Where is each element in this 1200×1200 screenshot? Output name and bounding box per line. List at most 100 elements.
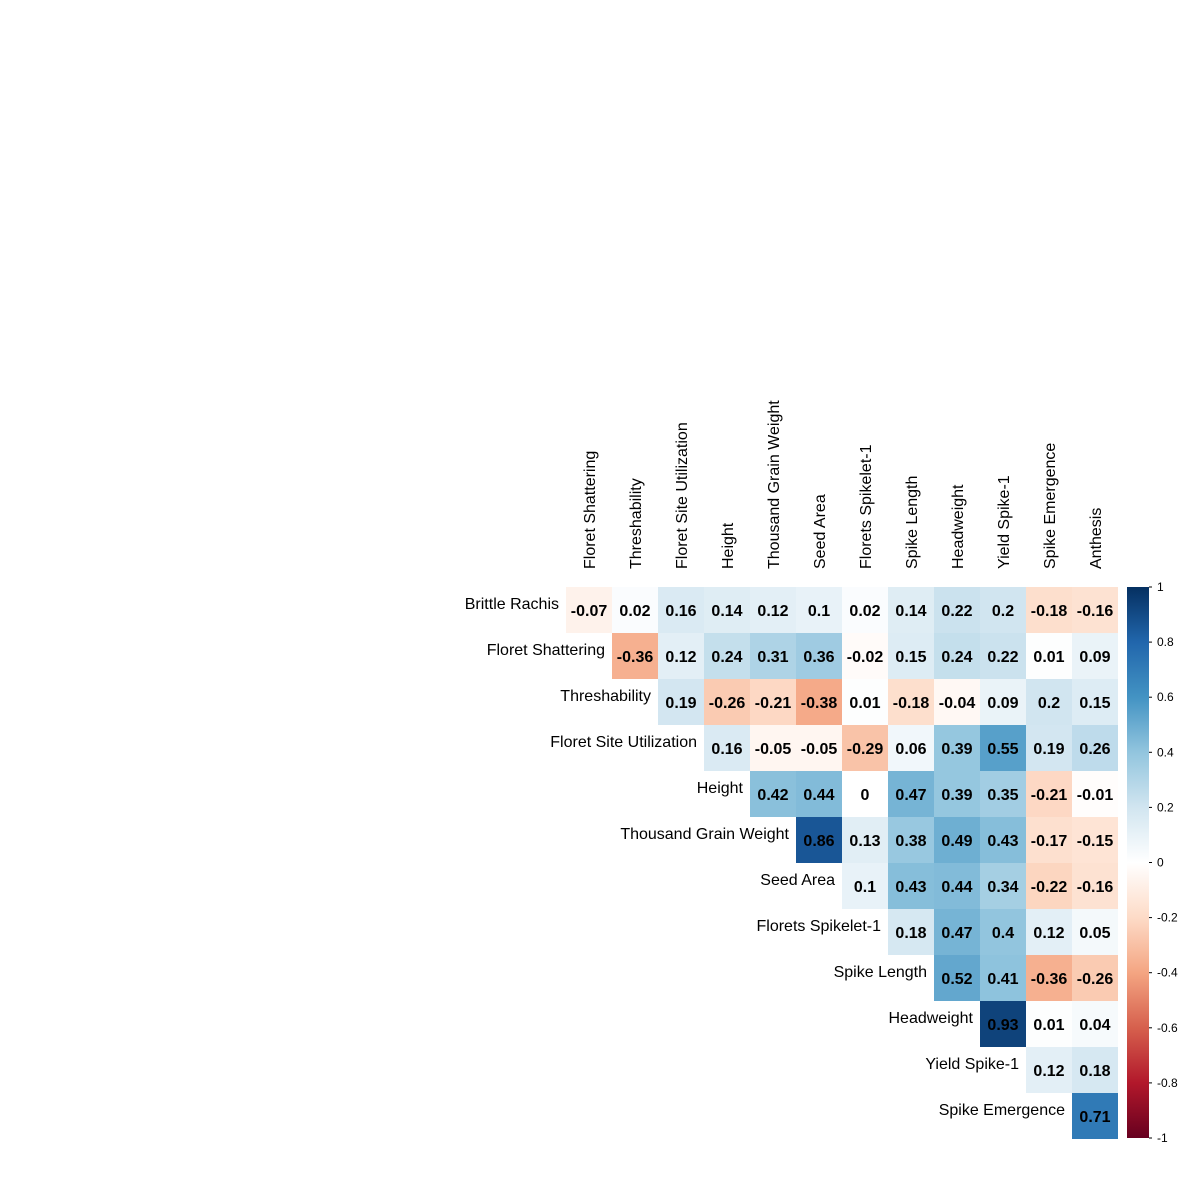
heatmap-cell <box>1026 679 1072 725</box>
cell-value-label: 0.86 <box>803 833 834 850</box>
cell-value-label: 0.47 <box>941 925 972 942</box>
cell-value-label: 0.44 <box>803 787 834 804</box>
column-label: Threshability <box>628 478 645 569</box>
cell-value-label: 0.47 <box>895 787 926 804</box>
cell-value-label: 0.02 <box>619 603 650 620</box>
column-label: Seed Area <box>812 494 829 569</box>
heatmap-cell <box>750 633 796 679</box>
heatmap-cell <box>888 633 934 679</box>
heatmap-cell <box>1026 863 1072 909</box>
row-label: Yield Spike-1 <box>925 1056 1019 1073</box>
cell-value-label: 0.18 <box>895 925 926 942</box>
cell-value-label: 0.34 <box>987 879 1018 896</box>
heatmap-cell <box>934 771 980 817</box>
heatmap-cell <box>888 863 934 909</box>
cell-value-label: 0.09 <box>1079 649 1110 666</box>
heatmap-cell <box>1026 771 1072 817</box>
cell-value-label: 0.15 <box>1079 695 1110 712</box>
heatmap-cell <box>934 817 980 863</box>
heatmap-cell <box>842 633 888 679</box>
cell-value-label: -0.05 <box>801 741 838 758</box>
legend-tick-label: 1 <box>1157 580 1164 594</box>
row-label: Spike Emergence <box>939 1102 1065 1119</box>
heatmap-cell <box>1072 771 1118 817</box>
color-legend: 1 0.8 0.6 0.4 0.2 0 -0.2 -0.4 -0.6 -0.8 -1 <box>1127 580 1178 1145</box>
cell-value-label: -0.15 <box>1077 833 1114 850</box>
cell-value-label: -0.26 <box>709 695 746 712</box>
column-label: Thousand Grain Weight <box>766 400 783 569</box>
cell-value-label: 0.13 <box>849 833 880 850</box>
heatmap-cell <box>888 771 934 817</box>
heatmap-cell <box>796 725 842 771</box>
column-label: Height <box>720 522 737 569</box>
cell-value-label: 0 <box>861 787 870 804</box>
heatmap-cell <box>796 587 842 633</box>
cell-value-label: -0.16 <box>1077 603 1114 620</box>
cell-value-label: 0.42 <box>757 787 788 804</box>
cell-value-label: -0.26 <box>1077 971 1114 988</box>
cell-value-label: 0.12 <box>1033 925 1064 942</box>
cell-value-label: 0.41 <box>987 971 1018 988</box>
heatmap-cell <box>980 587 1026 633</box>
cell-value-label: -0.18 <box>893 695 930 712</box>
row-label: Seed Area <box>760 872 835 889</box>
cell-value-label: 0.1 <box>854 879 876 896</box>
legend-tick-label: -0.8 <box>1157 1076 1178 1090</box>
heatmap-cell <box>934 679 980 725</box>
cell-value-label: 0.19 <box>1033 741 1064 758</box>
cell-value-label: 0.02 <box>849 603 880 620</box>
cell-value-label: -0.07 <box>571 603 608 620</box>
cell-value-label: 0.01 <box>849 695 880 712</box>
cell-value-label: 0.15 <box>895 649 926 666</box>
cell-value-label: 0.24 <box>941 649 972 666</box>
cell-value-label: -0.38 <box>801 695 838 712</box>
heatmap-cell <box>980 1001 1026 1047</box>
cell-value-label: -0.02 <box>847 649 884 666</box>
heatmap-cell <box>1072 725 1118 771</box>
heatmap-cell <box>750 771 796 817</box>
cell-value-label: 0.04 <box>1079 1017 1110 1034</box>
heatmap-cell <box>704 679 750 725</box>
legend-tick-label: 0.4 <box>1157 745 1174 759</box>
heatmap-cell <box>934 863 980 909</box>
cell-value-label: 0.01 <box>1033 1017 1064 1034</box>
cell-value-label: 0.09 <box>987 695 1018 712</box>
heatmap-cell <box>658 633 704 679</box>
cell-value-label: 0.36 <box>803 649 834 666</box>
legend-tick-label: -0.4 <box>1157 966 1178 980</box>
row-label: Height <box>697 780 744 797</box>
cell-value-label: 0.06 <box>895 741 926 758</box>
heatmap-cell <box>842 725 888 771</box>
heatmap-cell <box>1072 587 1118 633</box>
cell-value-label: 0.22 <box>987 649 1018 666</box>
heatmap-cell <box>842 771 888 817</box>
cell-value-label: 0.39 <box>941 741 972 758</box>
cell-value-label: 0.12 <box>1033 1063 1064 1080</box>
cell-value-label: 0.93 <box>987 1017 1018 1034</box>
heatmap-cell <box>1026 1047 1072 1093</box>
cell-value-label: 0.16 <box>665 603 696 620</box>
cell-value-label: -0.17 <box>1031 833 1068 850</box>
cell-value-label: 0.4 <box>992 925 1014 942</box>
heatmap-cell <box>934 725 980 771</box>
legend-tick-label: 0 <box>1157 856 1164 870</box>
row-label: Florets Spikelet-1 <box>757 918 882 935</box>
column-label: Headweight <box>950 484 967 569</box>
heatmap-cell <box>980 633 1026 679</box>
cell-value-label: -0.01 <box>1077 787 1114 804</box>
cell-value-label: 0.55 <box>987 741 1018 758</box>
heatmap-cell <box>980 771 1026 817</box>
column-label: Florets Spikelet-1 <box>858 444 875 569</box>
heatmap-cell <box>1072 1001 1118 1047</box>
cell-value-label: 0.12 <box>757 603 788 620</box>
heatmap-cell <box>1026 587 1072 633</box>
heatmap-cell <box>704 725 750 771</box>
heatmap-cell <box>1072 679 1118 725</box>
cell-value-label: -0.04 <box>939 695 976 712</box>
heatmap-cell <box>842 679 888 725</box>
heatmap-cell <box>842 817 888 863</box>
row-label: Brittle Rachis <box>465 596 559 613</box>
heatmap-cell <box>980 863 1026 909</box>
cell-value-label: 0.43 <box>987 833 1018 850</box>
